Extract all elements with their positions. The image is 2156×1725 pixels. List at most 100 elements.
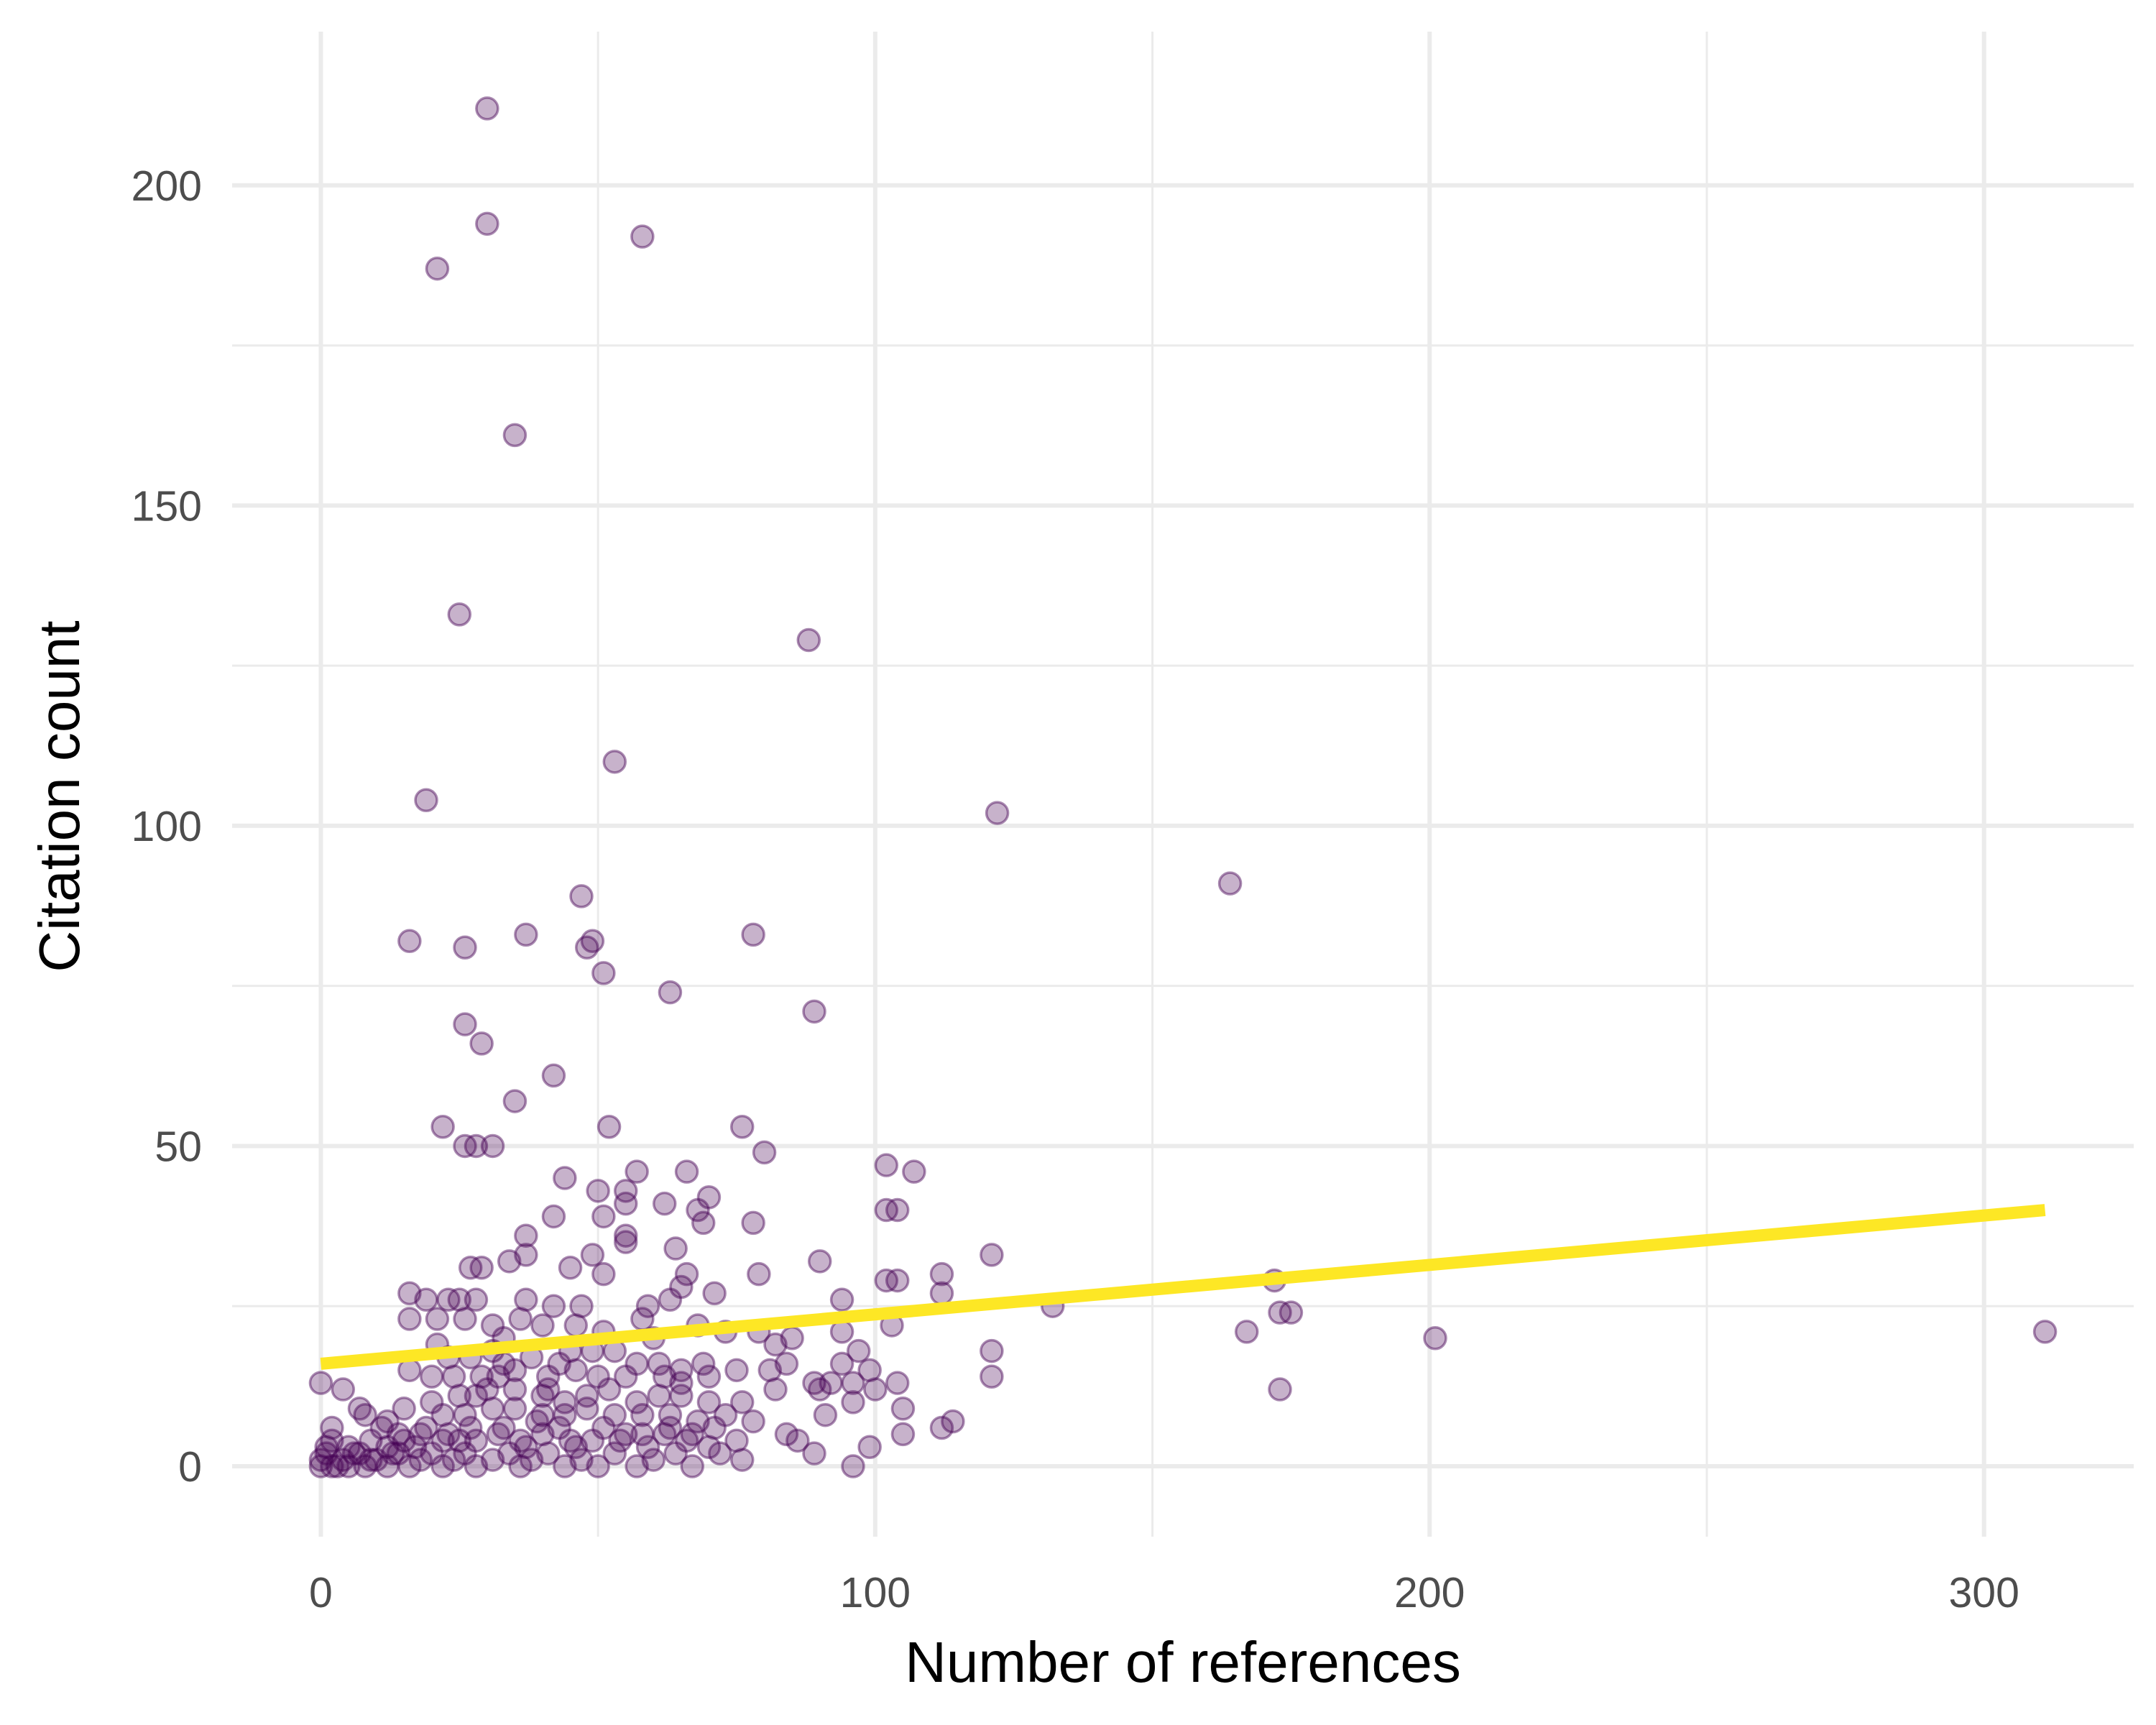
data-point (453, 1012, 477, 1036)
data-point (658, 980, 683, 1005)
data-point (336, 1435, 361, 1460)
data-point (530, 1313, 555, 1338)
data-point (669, 1371, 694, 1395)
data-point (596, 1377, 622, 1402)
data-point (680, 1422, 705, 1447)
data-point (741, 1210, 765, 1236)
data-point (541, 1063, 566, 1088)
data-point (691, 1351, 716, 1376)
data-point (535, 1441, 561, 1466)
data-point (613, 1223, 638, 1248)
data-point (508, 1428, 533, 1453)
data-point (502, 1377, 528, 1402)
data-point (453, 1402, 477, 1427)
data-point (475, 211, 499, 236)
data-point (574, 1397, 599, 1421)
data-point (320, 1428, 344, 1453)
data-point (857, 1358, 882, 1383)
data-point (729, 1114, 755, 1139)
data-point (392, 1397, 416, 1421)
data-point (541, 1204, 566, 1229)
data-point (658, 1402, 683, 1427)
data-point (530, 1384, 555, 1408)
data-point (425, 256, 450, 281)
data-point (741, 922, 765, 947)
data-point (674, 1261, 699, 1287)
data-point (591, 1204, 616, 1229)
data-point (608, 1428, 632, 1453)
data-point (469, 1256, 494, 1280)
data-point (630, 224, 655, 249)
data-point (514, 1223, 538, 1248)
data-point (464, 1384, 489, 1408)
data-point (486, 1422, 511, 1447)
y-tick-label: 50 (155, 1123, 202, 1170)
data-point (414, 1287, 438, 1312)
data-point (669, 1358, 694, 1383)
data-point (308, 1371, 333, 1395)
data-point (807, 1249, 832, 1274)
data-point (807, 1377, 832, 1402)
data-point (586, 1454, 610, 1478)
data-point (408, 1422, 433, 1447)
data-point (530, 1402, 555, 1427)
data-point (829, 1351, 854, 1376)
data-point (314, 1435, 338, 1460)
data-point (475, 1377, 499, 1402)
data-point (353, 1402, 377, 1427)
data-point (586, 1364, 610, 1389)
data-point (741, 1409, 765, 1434)
data-point (696, 1364, 722, 1389)
data-point (985, 801, 1010, 825)
data-point (464, 1133, 489, 1159)
data-point (547, 1415, 571, 1440)
data-point (308, 1448, 333, 1472)
data-point (441, 1448, 466, 1472)
data-point (625, 1454, 649, 1478)
data-point (469, 1364, 494, 1389)
data-point (796, 627, 821, 653)
data-point (558, 1256, 583, 1280)
data-point (502, 1358, 528, 1383)
data-point (929, 1281, 954, 1306)
data-point (708, 1441, 732, 1466)
data-point (402, 1435, 428, 1460)
data-point (553, 1402, 577, 1427)
data-point (591, 1415, 616, 1440)
data-point (929, 1415, 954, 1440)
data-point (625, 1390, 649, 1414)
data-point (480, 1133, 505, 1159)
data-point (980, 1364, 1004, 1389)
data-point (663, 1236, 688, 1261)
data-point (553, 1390, 577, 1414)
data-point (436, 1422, 461, 1447)
data-point (453, 1133, 477, 1159)
data-point (469, 1031, 494, 1056)
data-point (819, 1371, 843, 1395)
data-point (414, 788, 438, 813)
data-point (630, 1307, 655, 1331)
data-point (419, 1364, 444, 1389)
data-point (890, 1422, 916, 1447)
data-point (686, 1409, 710, 1434)
data-point (747, 1261, 771, 1287)
data-point (774, 1351, 799, 1376)
data-point (658, 1415, 683, 1440)
data-point (574, 1384, 599, 1408)
data-point (502, 1397, 528, 1421)
data-point (658, 1287, 683, 1312)
data-point (558, 1428, 583, 1453)
data-point (359, 1428, 383, 1453)
data-point (652, 1191, 677, 1216)
data-point (397, 1307, 422, 1331)
data-point (535, 1364, 561, 1389)
data-point (829, 1320, 854, 1344)
data-point (763, 1332, 788, 1357)
y-tick-label: 150 (132, 482, 202, 530)
data-point (397, 929, 422, 954)
data-points (308, 96, 2058, 1478)
data-point (453, 1441, 477, 1466)
data-point (336, 1454, 361, 1478)
data-point (857, 1435, 882, 1460)
data-point (674, 1159, 699, 1184)
